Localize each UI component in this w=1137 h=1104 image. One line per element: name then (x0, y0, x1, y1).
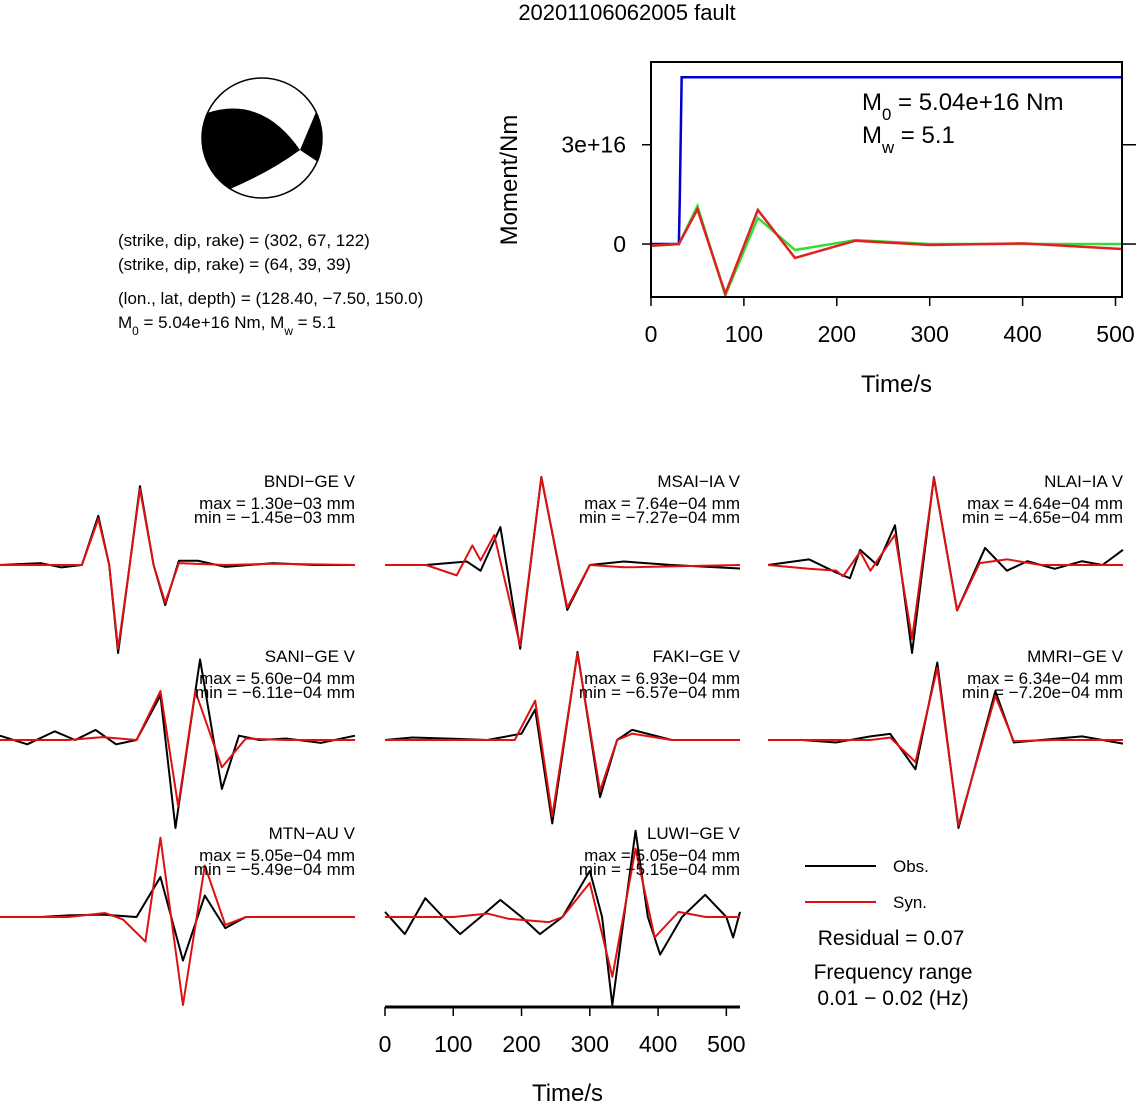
max-label: max = 6.34e−04 mm (967, 669, 1123, 688)
station-name: SANI−GE V (265, 647, 356, 666)
beachball (201, 77, 323, 199)
station-name: MMRI−GE V (1027, 647, 1124, 666)
text-segment: w (881, 138, 895, 157)
syn-trace (768, 666, 1123, 827)
syn-trace (385, 476, 741, 647)
obs-trace (384, 829, 741, 1006)
syn-trace (0, 690, 355, 808)
obs-trace (384, 651, 740, 825)
x-tick-label: 0 (379, 1031, 392, 1057)
max-label: max = 7.64e−04 mm (584, 494, 740, 513)
x-tick-label: 300 (911, 321, 949, 347)
text-segment: = 5.1 (293, 313, 336, 332)
min-label: min = −1.45e−03 mm (194, 508, 355, 527)
mechanism-line: (strike, dip, rake) = (64, 39, 39) (118, 255, 351, 274)
moment-line (650, 206, 1123, 298)
frequency-text: Frequency range (814, 961, 973, 984)
station-name: BNDI−GE V (264, 472, 356, 491)
x-tick-label: 100 (725, 321, 763, 347)
syn-trace (385, 652, 740, 818)
x-tick-label: 200 (818, 321, 856, 347)
text-segment: = 5.1 (894, 122, 955, 149)
station-name: NLAI−IA V (1044, 472, 1124, 491)
x-axis-label: Time/s (861, 371, 932, 398)
text-segment: = 5.04e+16 Nm, M (139, 313, 285, 332)
min-label: min = −7.20e−04 mm (962, 683, 1123, 702)
max-label: max = 5.05e−04 mm (584, 846, 740, 865)
max-label: max = 1.30e−03 mm (199, 494, 355, 513)
station-name: LUWI−GE V (647, 824, 741, 843)
plot-frame (650, 61, 1123, 298)
text-segment: M (862, 89, 882, 116)
text-segment: M (862, 122, 882, 149)
annotation: M0 = 5.04e+16 Nm (862, 89, 1063, 124)
syn-trace (0, 836, 355, 1006)
frequency-text: 0.01 − 0.02 (Hz) (817, 987, 968, 1010)
max-label: max = 5.60e−04 mm (199, 669, 355, 688)
min-label: min = −5.15e−04 mm (579, 860, 740, 879)
min-label: min = −7.27e−04 mm (579, 508, 740, 527)
x-tick-label: 100 (434, 1031, 472, 1057)
text-segment: w (283, 324, 293, 338)
obs-trace (0, 875, 355, 962)
x-tick-label: 300 (571, 1031, 609, 1057)
max-label: max = 4.64e−04 mm (967, 494, 1123, 513)
min-label: min = −4.65e−04 mm (962, 508, 1123, 527)
x-tick-label: 400 (1003, 321, 1041, 347)
min-label: min = −6.57e−04 mm (579, 683, 740, 702)
residual: Residual = 0.07 (818, 927, 965, 950)
x-tick-label: 500 (707, 1031, 745, 1057)
station-name: MTN−AU V (269, 824, 356, 843)
station-name: FAKI−GE V (653, 647, 741, 666)
mechanism-line: (strike, dip, rake) = (302, 67, 122) (118, 231, 370, 250)
max-label: max = 6.93e−04 mm (584, 669, 740, 688)
text-segment: M (118, 313, 132, 332)
moment-line: M0 = 5.04e+16 Nm, Mw = 5.1 (118, 313, 336, 338)
beachball-lobe (300, 112, 323, 162)
syn-trace (385, 847, 740, 978)
x-tick-label: 500 (1096, 321, 1134, 347)
syn-trace (0, 488, 356, 650)
text-segment: 0 (882, 105, 891, 124)
figure-title: 20201106062005 fault (518, 0, 735, 25)
legend-label: Syn. (893, 893, 927, 912)
x-tick-label: 400 (639, 1031, 677, 1057)
min-label: min = −6.11e−04 mm (195, 683, 355, 702)
y-tick-label: 3e+16 (561, 132, 626, 158)
mechanism-line: (lon., lat, depth) = (128.40, −7.50, 150… (118, 289, 423, 308)
x-tick-label: 0 (645, 321, 658, 347)
max-label: max = 5.05e−04 mm (199, 846, 355, 865)
annotation: Mw = 5.1 (862, 122, 955, 157)
station-name: MSAI−IA V (657, 472, 740, 491)
x-axis-label: Time/s (532, 1080, 603, 1104)
legend-label: Obs. (893, 857, 929, 876)
min-label: min = −5.49e−04 mm (194, 860, 355, 879)
beachball-lobe (201, 108, 300, 189)
y-axis-label: Moment/Nm (496, 115, 523, 246)
text-segment: = 5.04e+16 Nm (891, 89, 1063, 116)
syn-trace (767, 476, 1123, 640)
x-tick-label: 200 (502, 1031, 540, 1057)
y-tick-label: 0 (613, 231, 626, 257)
text-segment: 0 (132, 324, 139, 338)
